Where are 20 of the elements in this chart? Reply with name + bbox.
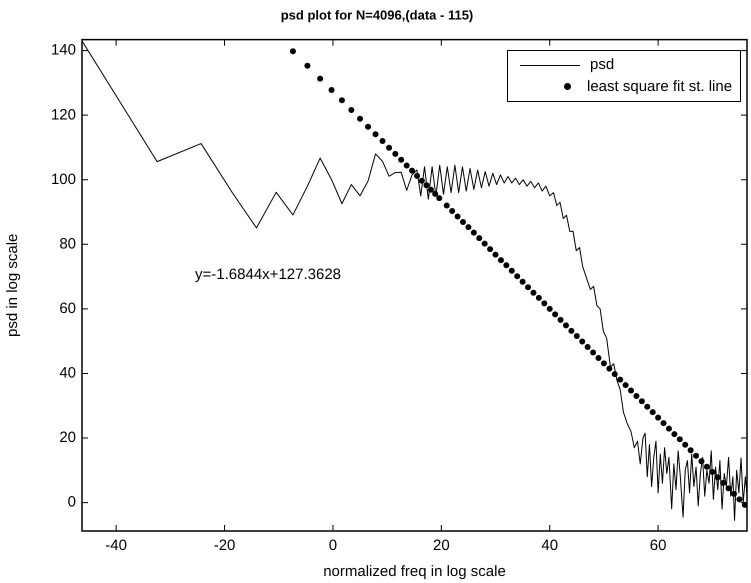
x-tick-label: -40 [105,537,127,554]
y-tick-label: 60 [59,300,76,318]
y-tick-label: 0 [68,494,76,511]
x-tick-label: 60 [650,537,666,554]
y-tick-label: 40 [59,364,76,382]
legend-label: psd [590,56,614,74]
y-tick-label: 100 [50,170,76,188]
x-tick-label: 0 [328,537,338,554]
x-tick-label: -20 [214,537,236,554]
y-tick-label: 80 [59,235,76,252]
y-axis-title: psd in log scale [4,234,22,338]
x-tick-label: 40 [541,537,558,554]
chart-title: psd plot for N=4096,(data - 115) [280,7,474,22]
y-tick-label: 120 [50,106,76,124]
legend-label: least square fit st. line [587,78,732,96]
x-axis-title: normalized freq in log scale [323,563,506,580]
x-tick-label: 20 [432,537,450,554]
y-tick-label: 140 [50,42,76,59]
y-tick-label: 20 [59,429,76,446]
annotation: y=-1.6844x+127.3628 [195,266,342,283]
